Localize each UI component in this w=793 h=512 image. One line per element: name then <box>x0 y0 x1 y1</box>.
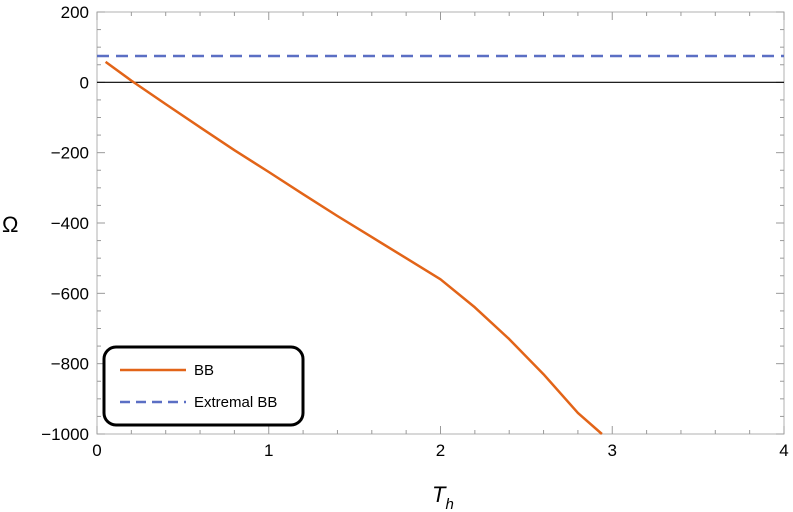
y-tick-label: 0 <box>80 73 89 92</box>
legend-label-bb: BB <box>194 362 214 379</box>
x-tick-label: 1 <box>264 441 273 460</box>
y-tick-label: −200 <box>51 144 89 163</box>
x-tick-label: 2 <box>436 441 445 460</box>
x-axis-title: Th <box>432 482 454 512</box>
series-line-bb <box>104 60 603 435</box>
y-tick-label: −600 <box>51 284 89 303</box>
legend-label-extremal-bb: Extremal BB <box>194 394 277 411</box>
y-tick-label: −800 <box>51 355 89 374</box>
x-axis-title-main: T <box>432 482 447 507</box>
y-tick-label: 200 <box>61 3 89 22</box>
legend-box <box>102 345 305 427</box>
y-tick-label: −1000 <box>41 425 89 444</box>
x-tick-label: 0 <box>92 441 101 460</box>
y-tick-label: −400 <box>51 214 89 233</box>
x-tick-label: 4 <box>779 441 788 460</box>
series-group <box>97 54 784 435</box>
y-axis-title: Ω <box>2 212 18 237</box>
x-tick-label: 3 <box>608 441 617 460</box>
legend: BB Extremal BB <box>102 345 305 427</box>
x-axis-title-subscript: h <box>445 496 453 512</box>
tick-labels: 0 1 2 3 4 −1000 −800 −600 −400 −200 0 200 <box>41 3 788 460</box>
